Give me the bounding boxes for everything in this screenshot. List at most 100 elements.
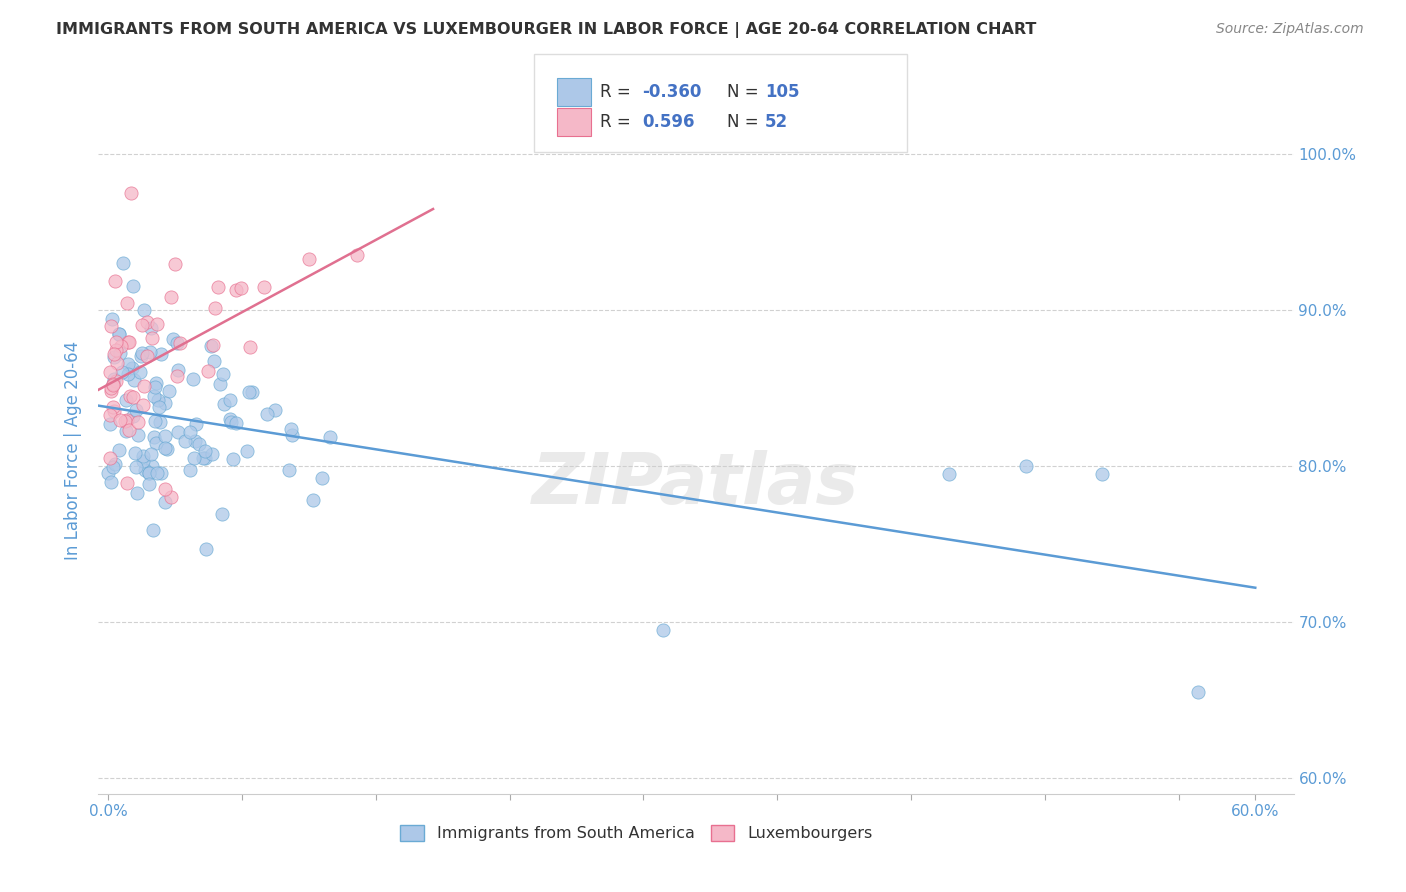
Point: [108, 326, 131, 341]
Point: [207, 279, 229, 293]
Point: [115, 296, 138, 310]
Point: [225, 416, 247, 430]
Point: [104, 458, 127, 472]
Point: [197, 364, 219, 378]
Point: [163, 257, 186, 271]
Point: [136, 315, 159, 329]
Point: [103, 404, 125, 418]
Point: [121, 279, 143, 293]
Legend: Immigrants from South America, Luxembourgers: Immigrants from South America, Luxembour…: [394, 818, 879, 847]
Point: [103, 460, 125, 475]
Point: [1091, 467, 1114, 481]
Point: [202, 353, 225, 368]
Point: [160, 490, 183, 504]
Point: [159, 290, 181, 304]
Point: [100, 384, 122, 398]
Point: [298, 252, 321, 267]
Point: [218, 393, 240, 408]
Point: [101, 376, 124, 391]
Point: [143, 430, 166, 444]
Point: [143, 388, 166, 402]
Point: [117, 335, 139, 350]
Point: [115, 393, 138, 408]
Point: [143, 414, 166, 428]
Point: [143, 380, 166, 394]
Point: [114, 414, 136, 428]
Point: [117, 357, 139, 371]
Point: [100, 475, 122, 489]
Point: [146, 392, 169, 407]
Point: [651, 623, 673, 637]
Point: [200, 447, 222, 461]
Point: [97, 467, 120, 481]
Point: [174, 434, 197, 448]
Point: [122, 373, 145, 387]
Point: [200, 339, 222, 353]
Point: [105, 356, 128, 370]
Point: [252, 279, 274, 293]
Point: [124, 446, 146, 460]
Point: [100, 381, 122, 395]
Point: [195, 542, 218, 557]
Point: [229, 280, 252, 294]
Point: [142, 523, 165, 537]
Point: [100, 318, 122, 333]
Point: [239, 340, 262, 354]
Point: [141, 459, 163, 474]
Point: [188, 437, 211, 451]
Point: [153, 441, 176, 455]
Text: 52: 52: [765, 113, 787, 131]
Point: [208, 377, 231, 392]
Point: [127, 428, 149, 442]
Point: [240, 384, 263, 399]
Text: -0.360: -0.360: [643, 83, 702, 101]
Point: [238, 385, 260, 400]
Point: [166, 369, 188, 384]
Point: [111, 365, 134, 379]
Point: [280, 422, 302, 436]
Point: [115, 413, 138, 427]
Point: [120, 389, 142, 403]
Point: [179, 425, 201, 439]
Point: [145, 376, 167, 390]
Point: [104, 343, 127, 358]
Point: [194, 451, 217, 466]
Point: [139, 320, 162, 334]
Point: [221, 452, 243, 467]
Text: R =: R =: [600, 83, 637, 101]
Point: [98, 417, 121, 431]
Point: [181, 372, 204, 386]
Point: [110, 339, 132, 353]
Point: [211, 507, 233, 521]
Point: [132, 303, 155, 318]
Point: [278, 463, 301, 477]
Point: [311, 471, 333, 485]
Point: [301, 493, 323, 508]
Point: [191, 451, 214, 466]
Text: ZIPatlas: ZIPatlas: [533, 450, 859, 519]
Point: [169, 336, 191, 351]
Point: [98, 365, 121, 379]
Point: [183, 451, 205, 466]
Point: [108, 346, 131, 360]
Point: [145, 435, 167, 450]
Point: [204, 301, 226, 315]
Point: [184, 434, 207, 449]
Point: [1015, 458, 1038, 473]
Point: [256, 407, 278, 421]
Point: [108, 442, 131, 457]
Point: [112, 255, 135, 269]
Point: [149, 466, 172, 480]
Point: [202, 338, 225, 352]
Point: [153, 396, 176, 410]
Point: [103, 400, 125, 414]
Point: [166, 335, 188, 350]
Point: [118, 423, 141, 437]
Point: [212, 397, 235, 411]
Text: Source: ZipAtlas.com: Source: ZipAtlas.com: [1216, 22, 1364, 37]
Point: [264, 403, 287, 417]
Point: [194, 443, 217, 458]
Text: N =: N =: [727, 113, 763, 131]
Point: [104, 274, 127, 288]
Point: [121, 390, 143, 404]
